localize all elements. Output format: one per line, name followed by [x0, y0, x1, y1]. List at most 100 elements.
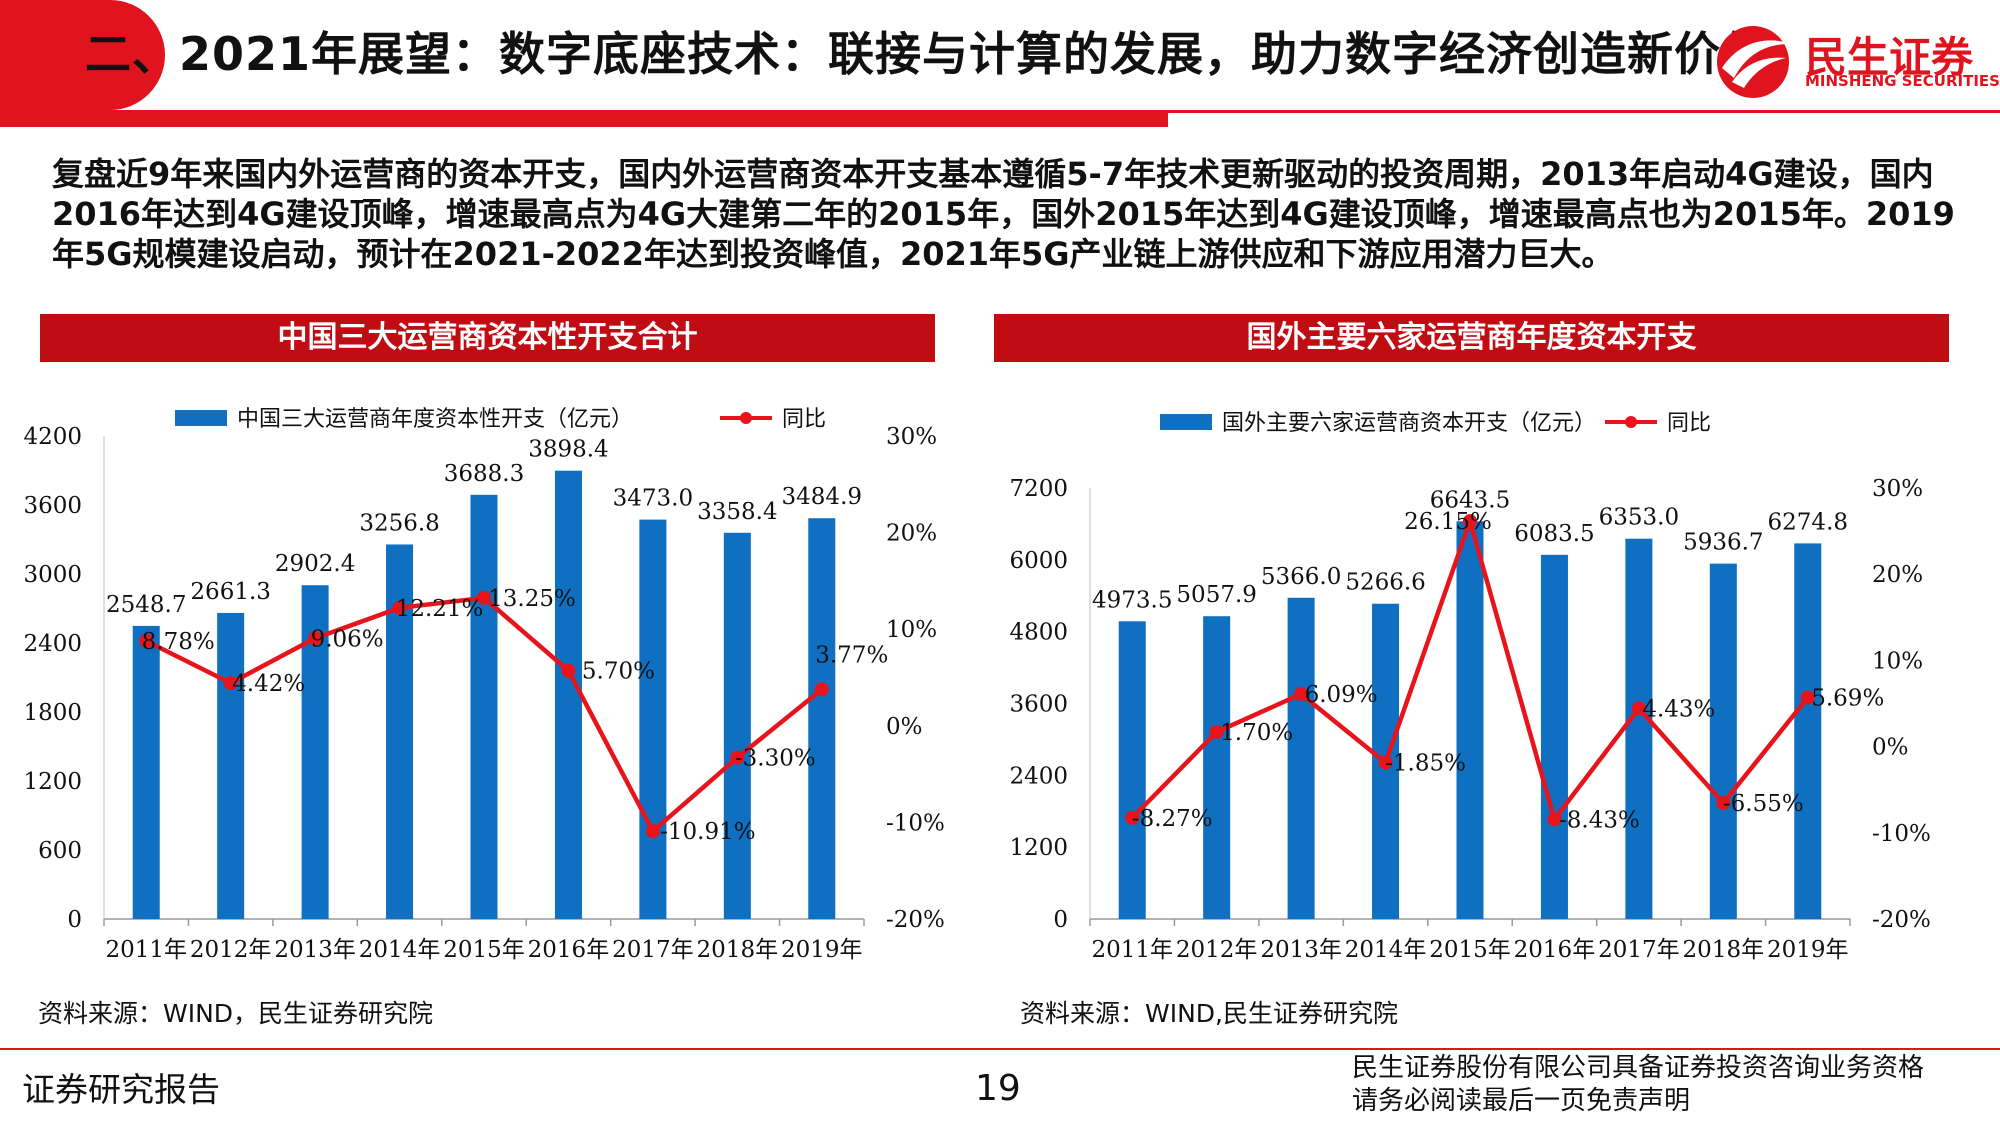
left-chart-bar-label: 2548.7	[106, 592, 186, 618]
left-chart-bar	[808, 518, 836, 919]
left-chart-y-tick-label: 1800	[23, 700, 82, 726]
right-chart-x-tick-label: 2011年	[1091, 937, 1173, 963]
left-chart-line-point	[645, 824, 660, 839]
left-chart-bar-label: 3898.4	[528, 437, 608, 463]
left-chart-y2-tick-label: -10%	[886, 810, 945, 836]
right-chart-x-tick-label: 2016年	[1514, 937, 1596, 963]
left-chart-line-point	[308, 631, 323, 646]
left-chart-line-label: 13.25%	[488, 586, 576, 612]
right-chart-y-tick-label: 2400	[1009, 763, 1068, 789]
right-chart-bar-label: 5266.6	[1345, 570, 1425, 596]
right-chart-legend-marker-line	[1625, 416, 1637, 428]
left-chart-legend-swatch-bar	[175, 410, 227, 426]
left-chart-bar	[554, 470, 582, 919]
right-chart-line-label: 6.09%	[1305, 682, 1378, 708]
footer-disclaimer-line1: 民生证券股份有限公司具备证券投资咨询业务资格	[1352, 1053, 1925, 1083]
right-chart-line-point	[1209, 724, 1224, 739]
left-chart-line-label: 9.06%	[311, 626, 384, 652]
left-chart-x-tick-label: 2011年	[105, 937, 187, 963]
right-source-note: 资料来源：WIND,民生证券研究院	[1020, 999, 1398, 1028]
left-chart-x-tick-label: 2018年	[697, 937, 779, 963]
right-chart-bar	[1794, 543, 1822, 919]
right-chart-line-label: -1.85%	[1385, 751, 1466, 777]
right-chart-bar-label: 5057.9	[1176, 582, 1256, 608]
left-chart-line-label: -10.91%	[660, 819, 755, 845]
right-chart-bar-label: 6274.8	[1768, 509, 1848, 535]
left-chart-x-tick-label: 2015年	[443, 937, 525, 963]
right-chart-line-label: 1.70%	[1220, 720, 1293, 746]
left-chart-line-label: -3.30%	[735, 746, 816, 772]
left-chart-x-tick-label: 2013年	[274, 937, 356, 963]
left-chart-legend-label-line: 同比	[782, 407, 826, 432]
left-chart-line-label: 4.42%	[232, 671, 305, 697]
left-chart-y-tick-label: 600	[38, 838, 82, 864]
right-chart-legend-swatch-bar	[1160, 414, 1212, 430]
left-chart-y-tick-label: 2400	[23, 631, 82, 657]
right-chart-y-tick-label: 4800	[1009, 620, 1068, 646]
left-chart-bar	[470, 494, 498, 919]
right-chart-x-tick-label: 2014年	[1345, 937, 1427, 963]
left-chart-bar-label: 3473.0	[613, 486, 693, 512]
right-chart-line-point	[1463, 514, 1477, 529]
right-chart-bar	[1203, 616, 1231, 919]
left-chart-line-label: 12.21%	[396, 596, 484, 622]
right-chart-x-tick-label: 2015年	[1429, 937, 1511, 963]
left-chart-line-point	[223, 676, 238, 691]
left-chart-y2-tick-label: 10%	[886, 617, 937, 643]
right-chart-x-tick-label: 2019年	[1767, 937, 1849, 963]
left-chart-bar	[723, 532, 751, 919]
right-chart-bar	[1118, 621, 1146, 919]
header-divider-thick	[0, 113, 1168, 127]
left-chart-bar-label: 3484.9	[782, 484, 862, 510]
right-chart-line-label: 5.69%	[1811, 686, 1884, 712]
right-chart: 0 1200 2400 3600 4800 6000 7200 -20% -10% 0% 10% 20…	[1009, 411, 1931, 963]
left-chart-bar-label: 2902.4	[275, 551, 355, 577]
left-chart-bar	[639, 519, 667, 919]
right-chart-bar-label: 5936.7	[1683, 530, 1763, 556]
right-chart-bar	[1540, 554, 1568, 919]
left-chart-legend-label-bar: 中国三大运营商年度资本性开支（亿元）	[237, 407, 633, 432]
left-chart-line-label: 5.70%	[582, 659, 655, 685]
header-divider	[0, 110, 2000, 113]
right-chart-line-label: -8.27%	[1132, 806, 1213, 832]
left-chart-x-tick-label: 2016年	[528, 937, 610, 963]
right-chart-y-tick-label: 0	[1053, 907, 1068, 933]
right-chart-y2-tick-label: -20%	[1872, 907, 1931, 933]
right-chart-title: 国外主要六家运营商年度资本开支	[994, 314, 1949, 362]
left-chart-line-point	[477, 590, 491, 605]
logo-subtext: MINSHENG SECURITIES	[1805, 72, 2000, 90]
right-chart-x-tick-label: 2018年	[1683, 937, 1765, 963]
right-chart-bar	[1287, 597, 1315, 919]
right-chart-x-tick-label: 2012年	[1176, 937, 1258, 963]
left-source-note: 资料来源：WIND，民生证券研究院	[38, 999, 434, 1028]
left-chart-y2-tick-label: 30%	[886, 424, 937, 450]
left-chart-line-label: 8.78%	[142, 629, 215, 655]
right-chart-line-label: 26.15%	[1404, 509, 1492, 535]
footer-report-label: 证券研究报告	[22, 1070, 220, 1109]
left-chart-bar-label: 3688.3	[444, 461, 524, 487]
right-chart-y2-tick-label: 20%	[1872, 562, 1923, 588]
logo-mark-icon	[1717, 26, 1790, 98]
right-chart-bar-label: 4973.5	[1092, 587, 1172, 613]
left-chart-y-tick-label: 1200	[23, 769, 82, 795]
right-chart-line-point	[1125, 810, 1140, 825]
right-chart-line-point	[1631, 701, 1646, 716]
left-chart-title: 中国三大运营商资本性开支合计	[40, 314, 935, 362]
left-chart-bar-label: 3358.4	[697, 499, 777, 525]
left-chart-line-label: 3.77%	[815, 642, 888, 668]
right-chart-line-label: 4.43%	[1642, 696, 1715, 722]
left-chart-y-tick-label: 0	[67, 907, 82, 933]
right-chart-legend-label-line: 同比	[1667, 411, 1711, 436]
right-chart-bar-label: 6083.5	[1514, 521, 1594, 547]
right-chart-y2-tick-label: 10%	[1872, 648, 1923, 674]
right-chart-y-tick-label: 7200	[1009, 476, 1068, 502]
header-accent	[0, 0, 165, 110]
footer-divider	[0, 1048, 2000, 1050]
left-chart-y-tick-label: 4200	[23, 424, 82, 450]
right-chart-line-point	[1547, 812, 1562, 827]
left-chart-bar	[132, 625, 160, 919]
left-chart-x-tick-label: 2012年	[190, 937, 272, 963]
left-chart-bar-label: 3256.8	[359, 510, 439, 536]
right-chart-y-tick-label: 6000	[1009, 548, 1068, 574]
right-chart-line-point	[1378, 755, 1393, 770]
